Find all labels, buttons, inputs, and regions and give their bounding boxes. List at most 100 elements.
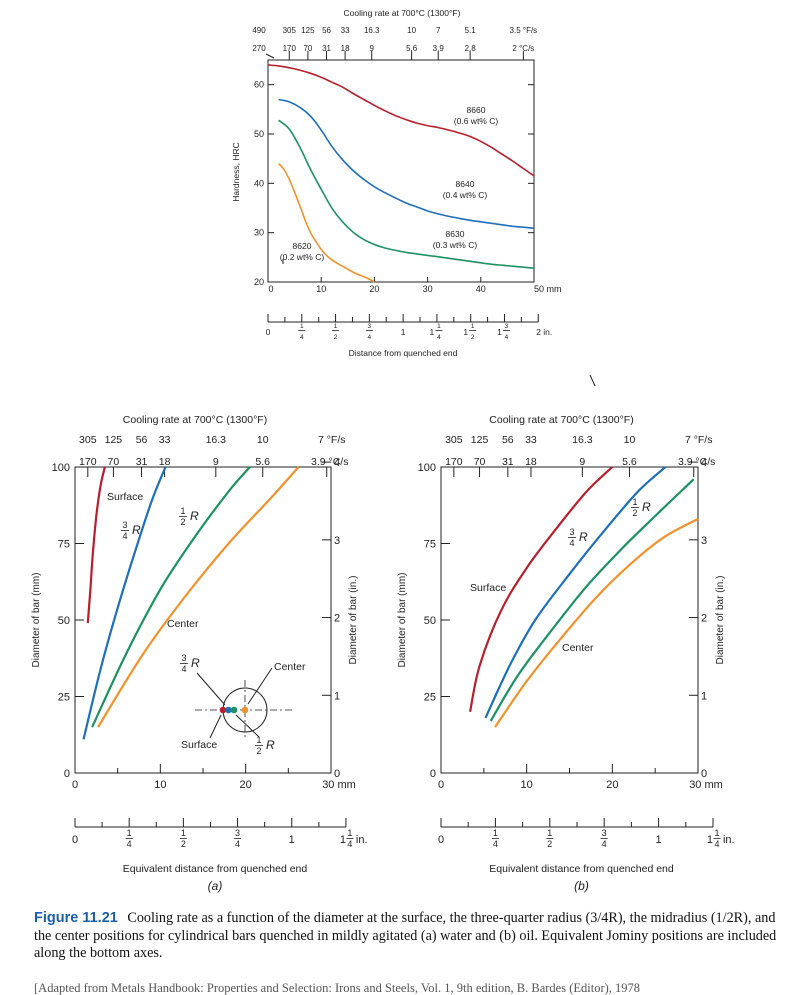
top-xtick-label-in-den: 4 bbox=[505, 334, 509, 341]
panel-b-curve-Center bbox=[494, 518, 699, 728]
panel-a-inset-label-three-quarter-r: 34 R bbox=[180, 653, 200, 674]
panel-a-ytick-label: 50 bbox=[58, 615, 70, 627]
top-cooling-rate-fs: 10 bbox=[407, 26, 416, 35]
top-cooling-rate-cs: 31 bbox=[322, 44, 331, 53]
top-xtick-label-in: 0 bbox=[266, 327, 271, 337]
panel-b-cooling-rate-cs: 3.9 °C/s bbox=[678, 456, 715, 468]
panel-a-ytick-label: 75 bbox=[58, 539, 70, 551]
panel-b-cooling-rate-cs: 31 bbox=[502, 456, 514, 468]
panel-b-label-half-r: 12 R bbox=[631, 497, 651, 518]
panel-a-xtick-label-in: 1 bbox=[289, 834, 295, 846]
top-cooling-rate-cs: 70 bbox=[303, 44, 312, 53]
panel-a-xtick-label-in-num: 1 bbox=[347, 828, 352, 838]
panel-a-inset-leader-half bbox=[235, 714, 260, 738]
top-xtick-label-mm: 40 bbox=[476, 284, 486, 294]
top-x-axis-label: Distance from quenched end bbox=[349, 348, 458, 358]
panel-b-xtick-label-in-unit: in. bbox=[723, 834, 735, 846]
panel-b-xtick-label-in-den: 2 bbox=[547, 839, 552, 849]
panel-b-ytick-label: 25 bbox=[424, 692, 436, 704]
panel-b-cooling-rate-cs: 9 bbox=[579, 456, 585, 468]
figure-number: Figure 11.21 bbox=[34, 910, 118, 926]
panel-b-xtick-label-in-den: 4 bbox=[493, 839, 498, 849]
panel-b-label-surface: Surface bbox=[470, 582, 506, 594]
panel-a-inset-half-dot bbox=[230, 706, 238, 714]
panel-b-cooling-rate-fs: 16.3 bbox=[572, 434, 593, 446]
panel-a-xtick-label-mm: 0 bbox=[72, 779, 78, 791]
top-xtick-label-in: 14 bbox=[298, 323, 306, 341]
panel-a-inset-label-center: Center bbox=[274, 661, 306, 673]
panel-a-curve-3-4-R bbox=[82, 466, 167, 740]
panel-a-inset-label-half-r-num: 1 bbox=[256, 735, 261, 745]
top-curve-8620 bbox=[278, 163, 375, 283]
panel-a-ytick-label-right: 1 bbox=[334, 690, 340, 702]
top-xtick-label-in-num: 1 bbox=[300, 323, 304, 330]
top-cooling-rate-title: Cooling rate at 700°C (1300°F) bbox=[344, 8, 461, 18]
top-xtick-label-in-whole: 1 bbox=[430, 327, 435, 337]
panel-b-xtick-label-mm: 20 bbox=[606, 779, 618, 791]
panel-a-curve-Center bbox=[97, 466, 300, 728]
top-xtick-label-mm: 50 mm bbox=[534, 284, 562, 294]
top-xtick-label-in-num: 1 bbox=[334, 323, 338, 330]
panel-b-ytick-label-right: 2 bbox=[701, 613, 707, 625]
panel-b-ytick-label-right: 0 bbox=[701, 768, 707, 780]
panel-b-cooling-rate-fs: 305 bbox=[445, 434, 463, 446]
top-cooling-rate-cs: 2 °C/s bbox=[512, 44, 534, 53]
panel-a-xtick-label-mm: 20 bbox=[240, 779, 252, 791]
top-plot-frame bbox=[267, 59, 535, 283]
caption-source-truncated: [Adapted from Metals Handbook: Propertie… bbox=[34, 981, 641, 995]
panel-b-xtick-label-in-num: 1 bbox=[714, 828, 719, 838]
panel-a-xtick-label-in: 0 bbox=[72, 834, 78, 846]
panel-b-xtick-label-in-num: 3 bbox=[602, 828, 607, 838]
panel-b-xtick-label-in: 114 in. bbox=[707, 828, 735, 849]
panel-b-cooling-rate-title: Cooling rate at 700°C (1300°F) bbox=[489, 414, 633, 426]
top-ytick-label: 30 bbox=[254, 228, 264, 238]
panel-b-cooling-rate-fs: 33 bbox=[525, 434, 537, 446]
top-xtick-label-mm: 10 bbox=[316, 284, 326, 294]
top-cooling-rate-fs: 5.1 bbox=[465, 26, 477, 35]
panel-a-cooling-rate-fs: 305 bbox=[79, 434, 97, 446]
panel-a-label-three-quarter-r-num: 3 bbox=[122, 520, 127, 530]
panel-a-label-half-r: 12 R bbox=[179, 506, 199, 527]
panel-a-curve-Surface bbox=[86, 466, 106, 624]
top-cooling-rate-cs: 18 bbox=[341, 44, 350, 53]
panel-a-cooling-rate-fs: 33 bbox=[159, 434, 171, 446]
panel-a-xtick-label-in: 34 bbox=[234, 828, 242, 849]
top-cooling-rate-fs: 3.5 °F/s bbox=[510, 26, 538, 35]
panel-a-label-three-quarter-r-r: R bbox=[132, 523, 141, 537]
panel-b-cooling-rate-fs: 125 bbox=[471, 434, 489, 446]
top-cooling-rate-cs: 5.6 bbox=[406, 44, 418, 53]
panel-a-inset-leader-center bbox=[247, 667, 273, 705]
panel-b-xtick-label-in: 34 bbox=[600, 828, 608, 849]
panel-b-x-axis-label: Equivalent distance from quenched end bbox=[489, 863, 674, 875]
panel-b-curve-Surface bbox=[469, 466, 614, 713]
panel-a-ytick-label-right: 0 bbox=[334, 768, 340, 780]
panel-a-label-surface: Surface bbox=[107, 491, 143, 503]
panel-a-curve-1-2-R bbox=[91, 466, 251, 728]
panel-b-label-center: Center bbox=[562, 642, 594, 654]
top-xtick-label-mm: 30 bbox=[423, 284, 433, 294]
panel-b-xtick-label-in: 12 bbox=[546, 828, 554, 849]
panel-a-ytick-label-right: 3 bbox=[334, 535, 340, 547]
top-ytick-label: 40 bbox=[254, 178, 264, 188]
panel-a-cooling-rate-fs: 16.3 bbox=[206, 434, 227, 446]
panel-a-inset-label-half-r-r: R bbox=[266, 738, 275, 752]
top-cooling-rate-cs: 2.8 bbox=[465, 44, 477, 53]
panel-a-xtick-label-in-unit: in. bbox=[356, 834, 368, 846]
panel-b-cooling-rate-cs: 18 bbox=[525, 456, 537, 468]
panel-a-x-axis-label: Equivalent distance from quenched end bbox=[123, 863, 308, 875]
panel-a-xtick-label-in-num: 1 bbox=[181, 828, 186, 838]
panel-b-xtick-label-in-den: 4 bbox=[602, 839, 607, 849]
top-xtick-label-in-num: 1 bbox=[471, 323, 475, 330]
panel-b-ytick-label: 75 bbox=[424, 539, 436, 551]
panel-b-cooling-rate-fs: 7 °F/s bbox=[685, 434, 713, 446]
panel-b-label-three-quarter-r: 34 R bbox=[568, 527, 588, 548]
top-series-name-8660: 8660 bbox=[467, 105, 486, 115]
panel-a-label-three-quarter-r: 34 R bbox=[121, 520, 141, 541]
panel-a-inset-label-surface: Surface bbox=[181, 739, 217, 751]
panel-b-cooling-rate-cs: 70 bbox=[474, 456, 486, 468]
top-xtick-label-in-whole: 1 bbox=[497, 327, 502, 337]
top-xtick-label-in: 1 bbox=[401, 327, 406, 337]
panel-b-cooling-rate-fs: 10 bbox=[624, 434, 636, 446]
panel-b-xtick-label-in-num: 1 bbox=[547, 828, 552, 838]
top-ytick-label: 20 bbox=[254, 277, 264, 287]
